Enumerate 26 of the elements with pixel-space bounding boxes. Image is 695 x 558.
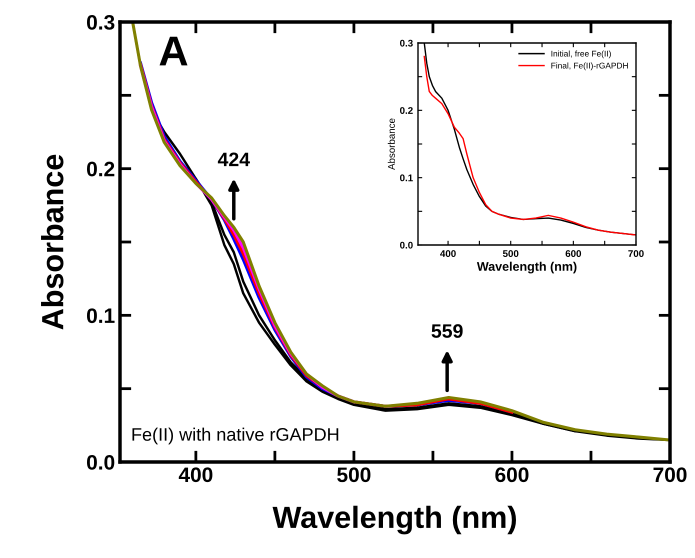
- x-tick-label: 400: [178, 467, 212, 482]
- x-axis-title: Wavelength (nm): [476, 262, 576, 274]
- x-tick-label: 400: [440, 250, 456, 257]
- y-axis-title: Absorbance: [41, 154, 64, 330]
- annotation: 559: [432, 324, 463, 338]
- y-tick-label: 0.3: [87, 15, 114, 30]
- y-tick-label: 0.2: [400, 107, 413, 114]
- y-tick-label: 0.0: [87, 455, 114, 470]
- x-tick-label: 600: [566, 250, 582, 257]
- y-tick-label: 0.2: [87, 162, 114, 176]
- legend-label: Final, Fe(II)-rGAPDH: [551, 62, 628, 70]
- annotation: Fe(II) with native rGAPDH: [132, 428, 338, 444]
- legend-label: Initial, free Fe(II): [551, 50, 611, 58]
- y-tick-label: 0.3: [400, 40, 413, 47]
- x-tick-label: 600: [495, 467, 528, 482]
- y-tick-label: 0.0: [400, 242, 413, 249]
- y-tick-label: 0.1: [400, 174, 413, 182]
- x-axis-title: Wavelength (nm): [272, 506, 516, 534]
- x-tick-label: 500: [502, 250, 518, 257]
- x-tick-label: 700: [628, 250, 644, 257]
- x-tick-label: 700: [654, 467, 687, 482]
- y-tick-label: 0.1: [87, 308, 115, 324]
- annotation: 424: [218, 152, 250, 166]
- x-tick-label: 500: [337, 467, 370, 482]
- y-axis-title: Absorbance: [388, 118, 395, 170]
- annotation: A: [160, 36, 188, 66]
